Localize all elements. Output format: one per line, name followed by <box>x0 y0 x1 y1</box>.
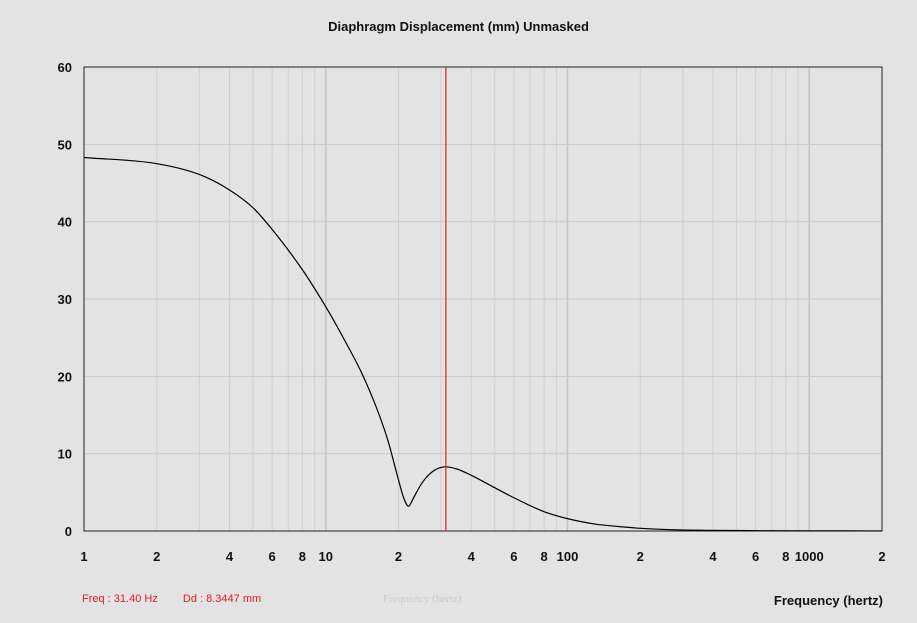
x-tick-label: 2 <box>153 549 160 564</box>
x-tick-label: 1000 <box>795 549 824 564</box>
y-tick-label: 10 <box>58 447 72 462</box>
cursor-readout: Freq : 31.40 Hz Dd : 8.3447 mm <box>82 593 283 605</box>
x-axis-title: Frequency (hertz) <box>773 593 883 608</box>
series-line-displacement <box>83 156 883 532</box>
x-tick-label: 4 <box>709 549 717 564</box>
x-tick-label: 1 <box>80 549 87 564</box>
x-tick-label: 6 <box>268 549 275 564</box>
x-tick-label: 8 <box>782 549 789 564</box>
y-tick-label: 60 <box>58 60 72 75</box>
ghost-axis-label: Frequency (hertz) <box>383 593 462 605</box>
x-tick-label: 4 <box>468 549 476 564</box>
major-gridlines <box>84 67 882 531</box>
cursor-dd: Dd : 8.3447 mm <box>182 593 262 605</box>
x-tick-label: 8 <box>299 549 306 564</box>
y-tick-label: 50 <box>58 137 72 152</box>
y-tick-label: 30 <box>58 292 72 307</box>
x-tick-label: 2 <box>637 549 644 564</box>
x-axis-ticks: 1 2 4 6 8 10 2 4 6 8 100 2 4 6 8 1000 2 <box>80 549 885 564</box>
y-tick-label: 20 <box>58 369 72 384</box>
x-tick-label: 4 <box>226 549 234 564</box>
y-tick-label: 0 <box>65 524 72 539</box>
y-axis-ticks: 0 10 20 30 40 50 60 <box>58 60 72 539</box>
cursor-freq: Freq : 31.40 Hz <box>82 593 158 605</box>
x-tick-label: 10 <box>319 549 333 564</box>
chart-title: Diaphragm Displacement (mm) Unmasked <box>328 19 589 34</box>
x-tick-label: 8 <box>540 549 547 564</box>
plot-frame <box>83 66 883 532</box>
x-tick-label: 2 <box>395 549 402 564</box>
y-tick-label: 40 <box>58 215 72 230</box>
x-tick-label: 6 <box>510 549 517 564</box>
x-tick-label: 100 <box>557 549 579 564</box>
x-tick-label: 2 <box>878 549 885 564</box>
x-tick-label: 6 <box>752 549 759 564</box>
